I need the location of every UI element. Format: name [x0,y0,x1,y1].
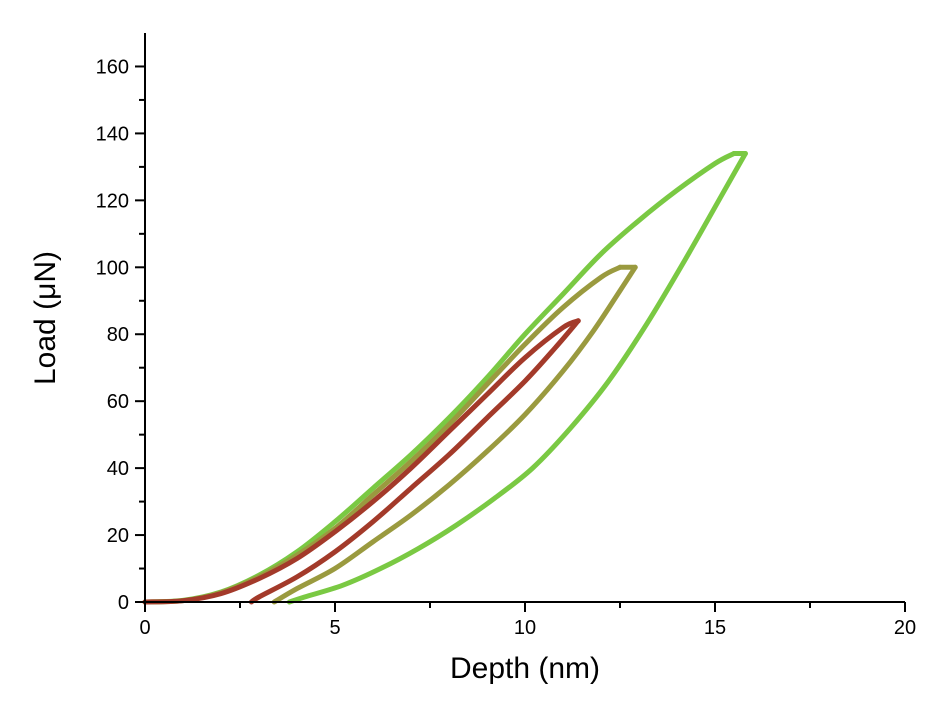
x-tick-label: 15 [704,617,726,639]
y-tick-label: 60 [107,391,129,413]
x-tick-label: 20 [894,617,916,639]
y-tick-label: 80 [107,324,129,346]
series-1 [142,150,748,605]
unloading-curve [248,318,581,605]
y-tick-label: 0 [118,592,129,614]
y-axis-title: Load (μN) [29,251,62,385]
x-tick-label: 0 [139,617,150,639]
y-tick-label: 160 [96,56,129,78]
y-tick-label: 120 [96,190,129,212]
y-tick-label: 20 [107,525,129,547]
y-tick-label: 140 [96,123,129,145]
unloading-curve [271,264,638,605]
x-tick-label: 10 [514,617,536,639]
plot-layer [142,150,748,605]
y-ticks: 0 20 40 60 80 100 120 140 160 [96,56,145,614]
axes-layer [144,33,905,603]
loading-curve [142,264,623,605]
x-tick-label: 5 [329,617,340,639]
unloading-curve [286,151,748,605]
loading-curve [142,318,581,605]
x-ticks: 0 5 10 15 20 [139,602,916,639]
y-tick-label: 40 [107,458,129,480]
y-tick-label: 100 [96,257,129,279]
series-3 [142,318,581,605]
x-axis-title: Depth (nm) [450,652,600,685]
